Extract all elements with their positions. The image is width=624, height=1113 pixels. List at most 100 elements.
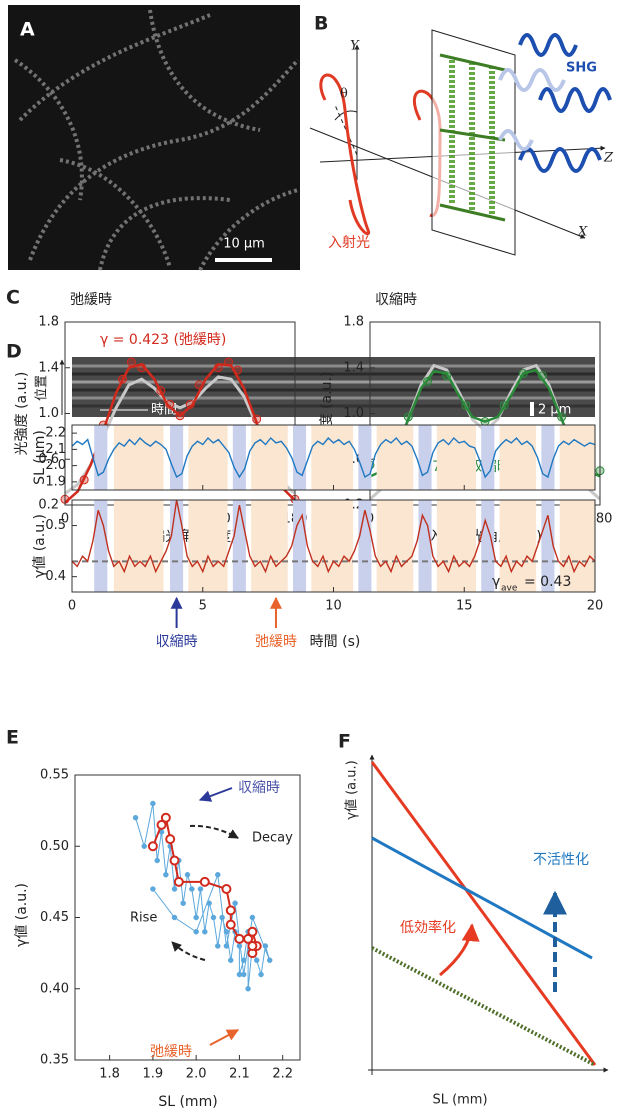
panel-f: γ値 (a.u.) SL (mm) 低効率化 不活性化 bbox=[344, 754, 609, 1108]
angle-label: θ bbox=[340, 87, 348, 102]
y-tick-label: 2.1 bbox=[45, 442, 66, 457]
relaxation-band bbox=[436, 500, 477, 592]
y-tick-label: 0.50 bbox=[40, 839, 69, 854]
panel-a: A 10 μm bbox=[8, 5, 300, 271]
cloud-point bbox=[193, 914, 199, 921]
relaxation-band bbox=[559, 425, 595, 490]
cloud-point bbox=[249, 914, 256, 921]
panel-b: B Y θ SHG Z X 入射光 bbox=[309, 13, 614, 256]
annotation: 弛緩時 bbox=[150, 1044, 192, 1060]
cloud-point bbox=[202, 929, 208, 935]
x-tick-label: 2.2 bbox=[272, 1067, 293, 1082]
contraction-band bbox=[94, 500, 108, 592]
x-tick-label: 1.8 bbox=[99, 1067, 120, 1082]
y-axis-label: SL (μm) bbox=[32, 430, 48, 485]
x-tick-label: 1.9 bbox=[143, 1067, 164, 1082]
cloud-point bbox=[253, 957, 260, 963]
y-tick-label: 1.0 bbox=[38, 406, 59, 421]
trajectory-point bbox=[221, 884, 232, 894]
contraction-band bbox=[232, 425, 246, 490]
cloud-point bbox=[197, 886, 204, 892]
annotation: 収縮時 bbox=[238, 780, 280, 796]
axis-letter: X bbox=[577, 225, 588, 240]
cloud-point bbox=[150, 800, 156, 807]
trajectory-point bbox=[225, 919, 236, 930]
y-tick-label: 2.2 bbox=[45, 426, 66, 441]
cloud-point bbox=[228, 957, 234, 963]
cloud-line bbox=[135, 803, 271, 989]
x-tick-label: 5 bbox=[199, 599, 207, 614]
x-tick-label: 2.1 bbox=[229, 1067, 250, 1082]
y-tick-label: 2.0 bbox=[45, 458, 66, 473]
panel-label: B bbox=[314, 13, 328, 35]
y-tick-label: 1.4 bbox=[38, 360, 59, 375]
data-point bbox=[518, 368, 528, 378]
data-point bbox=[403, 412, 413, 422]
cloud-point bbox=[266, 957, 273, 963]
contraction-band bbox=[170, 500, 184, 592]
x-tick-label: 0 bbox=[61, 512, 69, 527]
contraction-band bbox=[292, 425, 307, 490]
annotation: γ = 0.423 (弛緩時) bbox=[100, 332, 226, 348]
annotation: 低効率化 bbox=[400, 919, 456, 936]
data-point bbox=[538, 371, 547, 381]
panel-label: E bbox=[6, 727, 19, 749]
data-point bbox=[165, 399, 175, 409]
y-tick-label: 0.45 bbox=[40, 910, 69, 925]
data-point bbox=[224, 357, 234, 367]
cloud-point bbox=[154, 857, 160, 864]
annotation: Decay bbox=[252, 831, 293, 846]
data-point bbox=[156, 386, 166, 396]
axis-letter: Y bbox=[350, 39, 360, 54]
shg-label: SHG bbox=[566, 61, 597, 76]
x-axis-label: 時間 (s) bbox=[310, 634, 361, 650]
cloud-point bbox=[150, 886, 156, 892]
data-point bbox=[185, 399, 195, 409]
trajectory-line bbox=[151, 815, 258, 957]
y-axis-label: 光強度 (a.u.) bbox=[14, 372, 30, 456]
cloud-point bbox=[262, 943, 269, 949]
relaxation-band bbox=[436, 425, 477, 490]
micrograph bbox=[8, 5, 300, 270]
cloud-point bbox=[189, 886, 195, 892]
cloud-point bbox=[132, 815, 139, 821]
contraction-band bbox=[418, 500, 432, 592]
relaxation-band bbox=[499, 425, 537, 490]
y-tick-label: 0.6 bbox=[38, 452, 59, 467]
relaxation-band bbox=[311, 425, 354, 490]
relaxation-band bbox=[499, 500, 537, 592]
scale-label: 10 μm bbox=[223, 237, 265, 252]
contraction-band bbox=[418, 425, 432, 490]
x-tick-label: 15 bbox=[456, 599, 473, 614]
cloud-point bbox=[210, 914, 217, 921]
data-point bbox=[175, 411, 185, 421]
data-point bbox=[79, 475, 89, 485]
data-point bbox=[118, 374, 127, 384]
cloud-point bbox=[184, 872, 191, 878]
cloud-point bbox=[141, 843, 147, 849]
data-point bbox=[213, 363, 223, 373]
x-tick-label: 10 bbox=[325, 599, 342, 614]
relaxation-band bbox=[251, 500, 288, 592]
annotation: 不活性化 bbox=[533, 852, 589, 868]
panel-label: A bbox=[20, 19, 35, 41]
arrow bbox=[171, 941, 206, 961]
cloud-point bbox=[245, 986, 251, 992]
trajectory-point bbox=[169, 855, 180, 866]
cloud-point bbox=[241, 971, 247, 978]
mean-label: γ bbox=[492, 574, 500, 590]
y-tick-label: 1.0 bbox=[343, 406, 364, 421]
trajectory-point bbox=[165, 834, 176, 845]
mean-label: ave bbox=[501, 584, 518, 594]
chart-title: 弛緩時 bbox=[70, 292, 112, 308]
cloud-point bbox=[258, 971, 264, 978]
trajectory-point bbox=[243, 933, 254, 944]
incident-label: 入射光 bbox=[328, 235, 370, 251]
y-tick-label: 0.55 bbox=[40, 768, 69, 783]
data-point bbox=[423, 376, 432, 386]
contraction-band bbox=[541, 425, 555, 490]
kymo-scale: 2 μm bbox=[538, 403, 571, 418]
panel-label: F bbox=[338, 731, 351, 753]
relaxation-band bbox=[113, 500, 164, 592]
y-tick-label: 1.4 bbox=[343, 360, 364, 375]
